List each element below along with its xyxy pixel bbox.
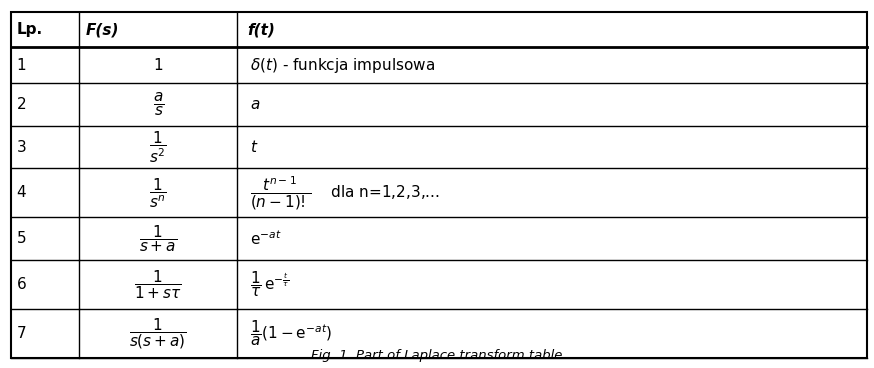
Text: $\dfrac{1}{s(s+a)}$: $\dfrac{1}{s(s+a)}$ [129,316,187,351]
Text: $\dfrac{1}{s^2}$: $\dfrac{1}{s^2}$ [149,129,167,165]
Text: $\dfrac{1}{a}\left(1-\mathrm{e}^{-at}\right)$: $\dfrac{1}{a}\left(1-\mathrm{e}^{-at}\ri… [250,319,332,348]
Text: $\dfrac{1}{s^n}$: $\dfrac{1}{s^n}$ [149,176,167,209]
Text: $\dfrac{1}{s+a}$: $\dfrac{1}{s+a}$ [139,223,177,254]
Text: Lp.: Lp. [17,22,43,37]
Text: F(s): F(s) [87,22,120,37]
Text: 1: 1 [17,58,26,72]
Text: $\mathrm{e}^{-at}$: $\mathrm{e}^{-at}$ [250,229,281,248]
Text: 1: 1 [154,58,163,72]
Text: $t$: $t$ [250,139,259,155]
Text: 5: 5 [17,231,26,246]
Text: $\dfrac{1}{1+s\tau}$: $\dfrac{1}{1+s\tau}$ [135,268,182,301]
Text: $a$: $a$ [250,97,260,112]
Text: 3: 3 [17,139,26,155]
Text: 7: 7 [17,326,26,341]
Text: Fig. 1. Part of Laplace transform table: Fig. 1. Part of Laplace transform table [311,348,563,362]
Text: $\delta(t)$ - funkcja impulsowa: $\delta(t)$ - funkcja impulsowa [250,56,435,75]
Text: $\dfrac{a}{s}$: $\dfrac{a}{s}$ [153,91,164,118]
Text: 6: 6 [17,277,26,292]
Text: $\dfrac{1}{\tau}\,\mathrm{e}^{-\frac{t}{\tau}}$: $\dfrac{1}{\tau}\,\mathrm{e}^{-\frac{t}{… [250,270,289,300]
Text: $\dfrac{t^{n-1}}{(n-1)!}\quad$ dla n=1,2,3,...: $\dfrac{t^{n-1}}{(n-1)!}\quad$ dla n=1,2… [250,174,440,212]
Text: 2: 2 [17,97,26,112]
Text: f(t): f(t) [247,22,275,37]
Text: 4: 4 [17,185,26,201]
